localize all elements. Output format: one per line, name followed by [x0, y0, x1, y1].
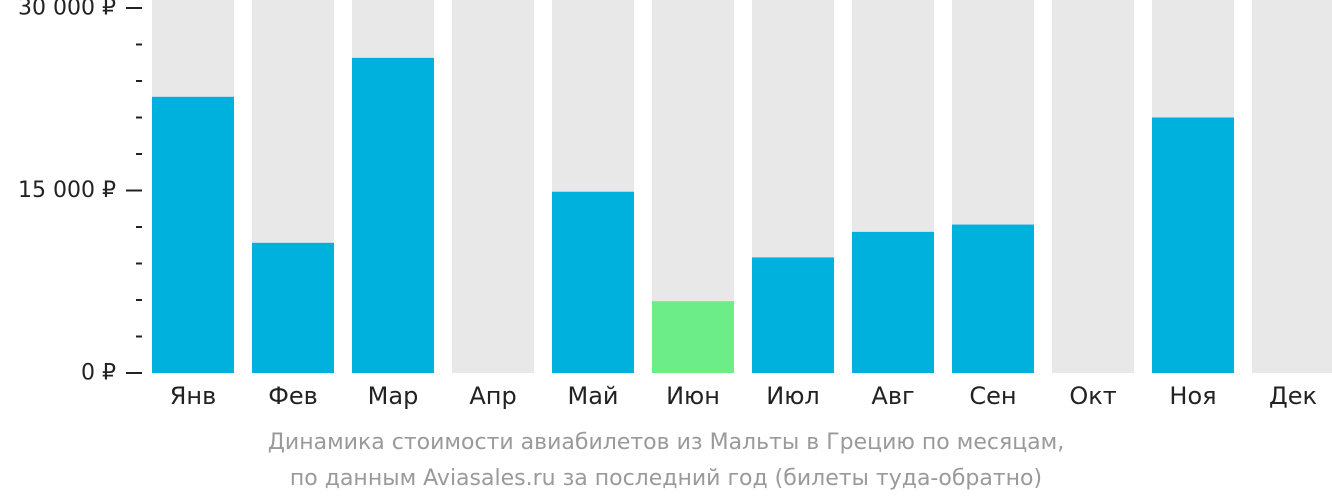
x-tick-label: Июл — [766, 382, 820, 410]
y-tick-label: 30 000 ₽ — [18, 0, 116, 21]
y-tick-label: 15 000 ₽ — [18, 178, 116, 203]
x-tick-label: Ноя — [1169, 382, 1216, 410]
bars-group — [152, 0, 1332, 374]
bar-track — [452, 0, 534, 373]
y-axis: 0 ₽ 15 000 ₽ 30 000 ₽ — [18, 0, 142, 386]
bar — [852, 231, 934, 373]
x-tick-label: Апр — [469, 382, 516, 410]
x-tick-label: Сен — [969, 382, 1016, 410]
bar — [252, 242, 334, 373]
x-tick-label: Май — [567, 382, 618, 410]
x-tick-label: Июн — [666, 382, 720, 410]
price-bar-chart: 0 ₽ 15 000 ₽ 30 000 ₽ Янв Фев Мар Апр Май Июн Ию… — [18, 0, 1332, 410]
x-tick-label: Дек — [1269, 382, 1317, 410]
x-tick-label: Окт — [1069, 382, 1116, 410]
bar-track — [1052, 0, 1134, 373]
x-tick-label: Янв — [170, 382, 217, 410]
bar — [1152, 117, 1234, 373]
bar — [352, 57, 434, 374]
chart-caption-line-2: по данным Aviasales.ru за последний год … — [289, 466, 1043, 491]
bar — [952, 224, 1034, 373]
x-tick-label: Фев — [268, 382, 318, 410]
x-tick-label: Авг — [871, 382, 914, 410]
x-axis: Янв Фев Мар Апр Май Июн Июл Авг Сен Окт Ноя Дек — [170, 382, 1317, 410]
bar-track — [1252, 0, 1332, 373]
bar — [652, 301, 734, 373]
bar — [752, 257, 834, 373]
chart-caption-line-1: Динамика стоимости авиабилетов из Мальты… — [267, 430, 1065, 455]
x-tick-label: Мар — [368, 382, 419, 410]
bar — [552, 191, 634, 373]
y-tick-label: 0 ₽ — [81, 361, 116, 386]
bar — [152, 96, 234, 374]
